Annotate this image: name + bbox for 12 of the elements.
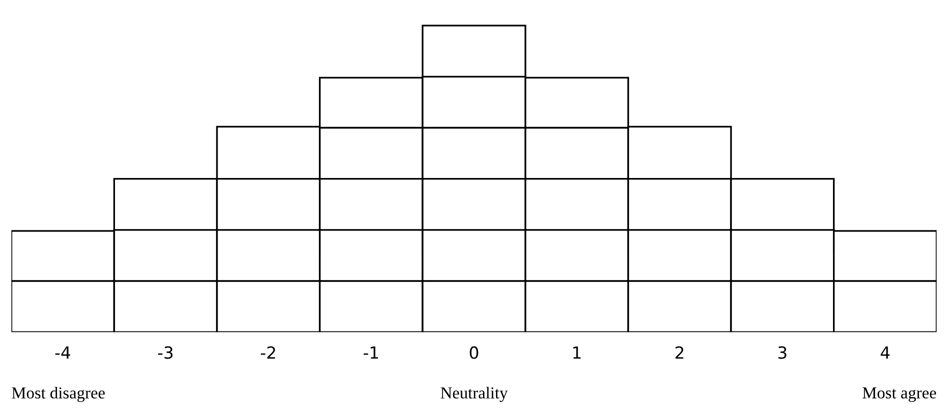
x-tick-label: 0	[470, 346, 478, 359]
x-tick-label: 2	[676, 346, 684, 359]
text: Most disagree	[12, 386, 105, 402]
x-tick-label: 4	[880, 346, 890, 359]
x-tick-label: 1	[573, 346, 581, 359]
x-tick-label: -1	[364, 346, 378, 359]
text: Neutrality	[440, 386, 508, 402]
text: Most agree	[862, 387, 936, 402]
x-tick-label: -2	[260, 346, 276, 359]
x-tick-label: -3	[158, 346, 173, 359]
x-tick-label: -4	[55, 346, 70, 359]
x-tick-label: 3	[778, 346, 786, 359]
